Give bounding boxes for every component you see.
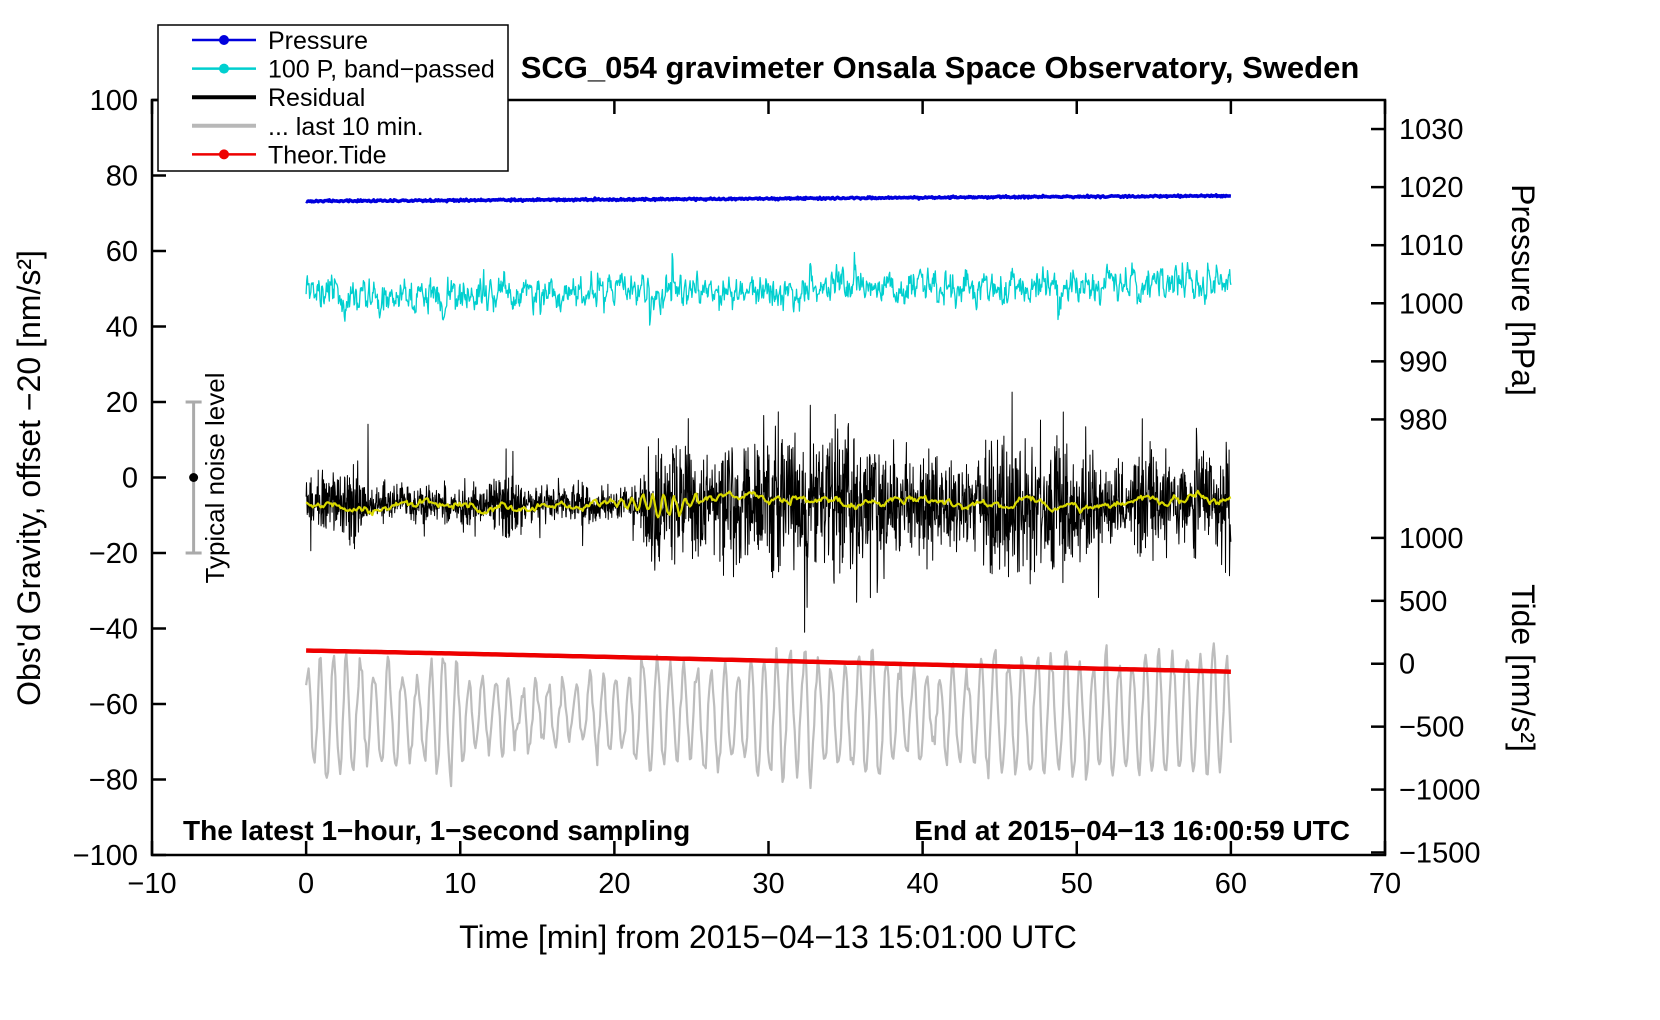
axes-layer: −10 0 10 20 30 40 50 60 70100806040200−20−40−60−… — [73, 85, 1481, 900]
x-tick-label: 30 — [752, 868, 784, 900]
legend-item-label: Pressure — [268, 27, 368, 55]
gravity-tick-label: −60 — [89, 689, 138, 721]
series-residual — [305, 391, 1232, 633]
tide-tick-label: −1000 — [1399, 775, 1480, 807]
legend-item-pressure: Pressure — [192, 27, 368, 55]
gravity-axis-title: Obs'd Gravity, offset −20 [nm/s²] — [11, 250, 47, 706]
x-tick-label: 10 — [444, 868, 476, 900]
series-pressure — [305, 193, 1232, 204]
noise-level-marker — [185, 400, 202, 555]
legend-item-label: Residual — [268, 84, 365, 112]
series-layer — [305, 193, 1232, 790]
series-residual-lowpass — [305, 489, 1232, 519]
pressure-axis-title: Pressure [hPa] — [1505, 184, 1541, 396]
series-pressure-bandpassed — [305, 251, 1232, 326]
tide-tick-label: 500 — [1399, 586, 1447, 618]
noise-level-label: Typical noise level — [200, 373, 230, 584]
legend-item-label: Theor.Tide — [268, 141, 387, 169]
x-tick-label: 60 — [1215, 868, 1247, 900]
pressure-tick-label: 1000 — [1399, 288, 1464, 320]
gravity-tick-label: −40 — [89, 614, 138, 646]
legend-item-label: ... last 10 min. — [268, 113, 424, 141]
pressure-tick-label: 980 — [1399, 404, 1447, 436]
gravity-tick-label: 100 — [90, 85, 138, 117]
legend-item-residual: Residual — [192, 84, 365, 112]
gravity-tick-label: −20 — [89, 538, 138, 570]
legend-item-label: 100 P, band−passed — [268, 56, 495, 84]
series-theor-tide — [306, 648, 1231, 674]
sampling-note: The latest 1−hour, 1−second sampling — [183, 815, 690, 846]
x-tick-label: 70 — [1369, 868, 1401, 900]
legend-item-pressure-bandpassed: 100 P, band−passed — [192, 56, 495, 84]
tide-tick-label: −1500 — [1399, 837, 1480, 869]
gravity-tick-label: −80 — [89, 765, 138, 797]
x-tick-label: 50 — [1061, 868, 1093, 900]
gravity-tick-label: 0 — [122, 463, 138, 495]
tide-axis-ticks: 1000 500 0 −500 −1000 −1500 — [1371, 523, 1480, 869]
pressure-tick-label: 1030 — [1399, 114, 1464, 146]
gravity-tick-label: 40 — [106, 312, 138, 344]
gravity-tick-label: 80 — [106, 161, 138, 193]
legend-item-theor-tide: Theor.Tide — [192, 141, 387, 169]
pressure-axis-ticks: 1030 1020 1010 1000 990 980 — [1371, 114, 1464, 436]
gravity-tick-label: 60 — [106, 236, 138, 268]
gravity-axis-ticks: 100 80 60 40 20 0 −20 −40 −60 −80 −100 — [73, 85, 166, 872]
series-residual-last10min — [305, 642, 1232, 790]
x-tick-label: 20 — [598, 868, 630, 900]
x-axis-title: Time [min] from 2015−04−13 15:01:00 UTC — [459, 919, 1077, 955]
tide-tick-label: 1000 — [1399, 523, 1464, 555]
tide-tick-label: 0 — [1399, 649, 1415, 681]
gravity-tick-label: 20 — [106, 387, 138, 419]
chart-title: SCG_054 gravimeter Onsala Space Observat… — [521, 50, 1360, 85]
pressure-tick-label: 1020 — [1399, 172, 1464, 204]
end-time-note: End at 2015−04−13 16:00:59 UTC — [914, 815, 1350, 846]
x-tick-label: 0 — [298, 868, 314, 900]
x-axis-ticks: −10 0 10 20 30 40 50 60 70 — [127, 100, 1401, 900]
x-tick-label: 40 — [906, 868, 938, 900]
pressure-tick-label: 1010 — [1399, 230, 1464, 262]
gravity-tick-label: −100 — [73, 840, 138, 872]
x-tick-label: −10 — [127, 868, 176, 900]
pressure-tick-label: 990 — [1399, 346, 1447, 378]
tide-axis-title: Tide [nm/s²] — [1505, 584, 1541, 752]
legend-item-residual-last10min: ... last 10 min. — [192, 113, 424, 141]
tide-tick-label: −500 — [1399, 712, 1464, 744]
